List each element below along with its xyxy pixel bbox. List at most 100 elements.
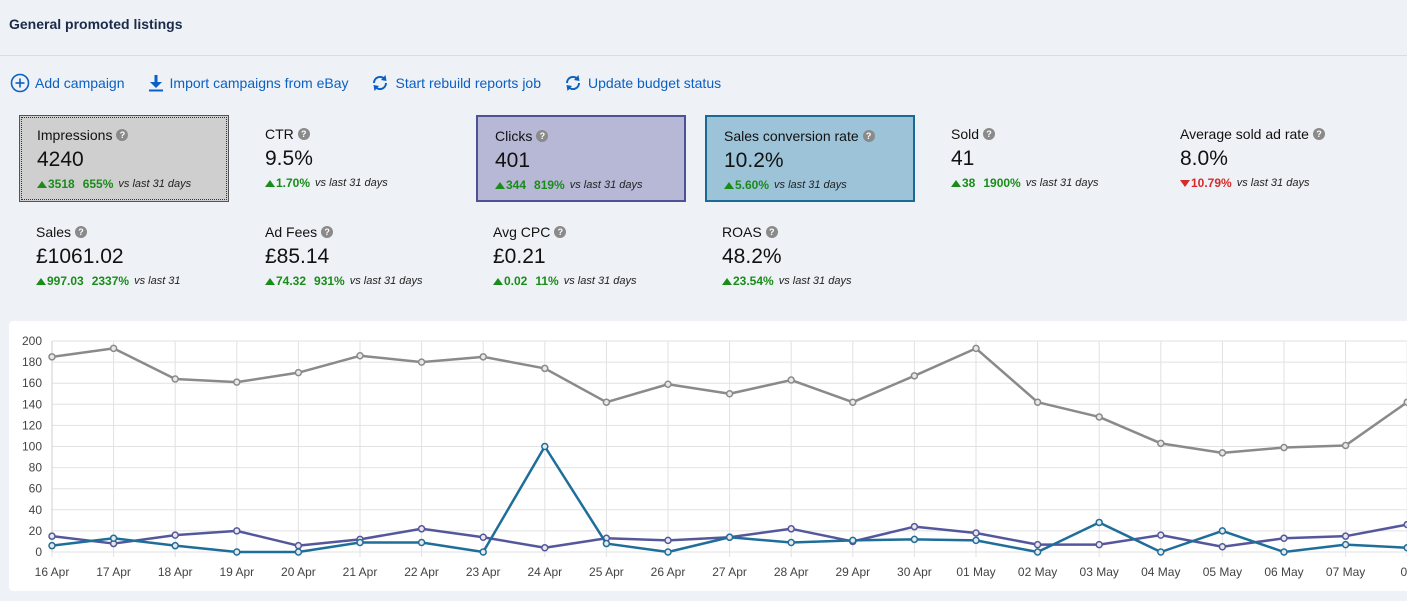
data-point [602, 539, 611, 548]
data-point [1403, 544, 1407, 552]
x-tick-label: 24 Apr [527, 565, 562, 579]
x-tick-label: 30 Apr [897, 565, 932, 579]
help-icon[interactable]: ? [554, 226, 567, 238]
y-tick-label: 0 [35, 545, 42, 559]
data-point [664, 548, 672, 556]
x-tick-label: 04 May [1141, 565, 1180, 579]
refresh-icon [566, 75, 581, 91]
metric-card-ctr[interactable]: CTR? 9.5% 1.70% vs last 31 days [248, 115, 458, 202]
data-point [787, 525, 795, 533]
data-point [849, 536, 857, 545]
data-point [479, 548, 487, 556]
metric-comparison: vs last 31 days [1236, 177, 1310, 189]
data-point [171, 375, 179, 383]
data-point [664, 380, 672, 389]
x-tick-label: 26 Apr [651, 565, 686, 579]
metric-delta: 74.32 [276, 274, 307, 288]
data-point [972, 344, 980, 353]
arrow-up-icon [951, 179, 961, 187]
data-point [1095, 518, 1103, 527]
data-point [849, 398, 857, 406]
data-point [787, 538, 795, 547]
arrow-up-icon [724, 181, 734, 189]
data-point [171, 531, 179, 539]
metric-card-impressions[interactable]: Impressions? 4240 3518 655% vs last 31 day… [19, 115, 229, 202]
data-point [233, 527, 241, 535]
data-point [725, 533, 734, 541]
x-tick-label: 29 Apr [835, 565, 870, 579]
metric-card-avg-cpc[interactable]: Avg CPC? £0.21 0.02 11% vs last 31 days [476, 213, 686, 300]
metric-comparison: vs last 31 [134, 275, 181, 287]
metric-card-sales-conversion-rate[interactable]: Sales conversion rate? 10.2% 5.60% vs las… [705, 115, 915, 202]
metric-comparison: vs last 31 days [774, 179, 847, 191]
data-point [356, 352, 364, 360]
metric-card-average-sold-ad-rate[interactable]: Average sold ad rate? 8.0% 10.79% vs last… [1163, 115, 1403, 202]
x-tick-label: 17 Apr [96, 565, 131, 579]
metric-label: Average sold ad rate [1180, 126, 1309, 142]
rebuild-reports-label: Start rebuild reports job [395, 75, 542, 91]
help-icon[interactable]: ? [75, 226, 88, 238]
toolbar: Add campaign Import campaigns from eBay … [10, 72, 743, 94]
metric-delta: 997.03 [47, 274, 84, 288]
data-point [541, 544, 549, 552]
arrow-up-icon [493, 277, 503, 285]
help-icon[interactable]: ? [862, 130, 875, 142]
data-point [1157, 531, 1165, 539]
metric-label: Ad Fees [265, 224, 318, 240]
x-tick-label: 22 Apr [404, 565, 439, 579]
data-point [479, 353, 487, 361]
metric-card-ad-fees[interactable]: Ad Fees? £85.14 74.32 931% vs last 31 days [248, 213, 458, 300]
help-icon[interactable]: ? [765, 226, 778, 238]
data-point [910, 522, 919, 531]
data-point [1341, 441, 1350, 450]
metric-card-sales[interactable]: Sales? £1061.02 997.03 2337% vs last 31 [19, 213, 229, 300]
x-tick-label: 02 May [1018, 565, 1057, 579]
import-campaigns-button[interactable]: Import campaigns from eBay [147, 73, 348, 93]
help-icon[interactable]: ? [297, 128, 310, 140]
data-point [541, 442, 549, 451]
metric-value: 4240 [37, 148, 84, 171]
data-point [1218, 542, 1227, 551]
data-point [1033, 548, 1042, 556]
data-point [1280, 443, 1288, 452]
data-point [48, 541, 56, 550]
help-icon[interactable]: ? [116, 129, 129, 141]
metric-pct: 11% [535, 274, 559, 288]
metric-delta: 38 [962, 176, 976, 190]
header-divider [0, 55, 1407, 56]
x-tick-label: 23 Apr [466, 565, 501, 579]
metric-comparison: vs last 31 days [569, 179, 643, 191]
data-point [1095, 540, 1103, 549]
data-point [233, 378, 241, 386]
metric-card-roas[interactable]: ROAS? 48.2% 23.54% vs last 31 days [705, 213, 915, 300]
data-point [356, 538, 364, 547]
data-point [910, 372, 919, 380]
metric-card-clicks[interactable]: Clicks? 401 344 819% vs last 31 days [476, 115, 686, 202]
help-icon[interactable]: ? [1312, 128, 1325, 140]
metric-delta: 10.79% [1191, 176, 1232, 190]
help-icon[interactable]: ? [983, 128, 996, 140]
data-point [1218, 449, 1227, 457]
metric-pct: 819% [534, 178, 565, 192]
data-point [602, 398, 611, 406]
x-tick-label: 07 May [1326, 565, 1365, 579]
metric-pct: 2337% [91, 274, 130, 288]
update-budget-button[interactable]: Update budget status [563, 73, 721, 93]
arrow-up-icon [722, 277, 732, 285]
data-point [972, 536, 980, 545]
x-tick-label: 28 Apr [774, 565, 809, 579]
data-point [417, 358, 426, 366]
y-tick-label: 60 [29, 482, 43, 496]
data-point [1157, 548, 1165, 556]
add-campaign-button[interactable]: Add campaign [10, 73, 125, 93]
arrow-up-icon [265, 179, 275, 187]
x-tick-label: 19 Apr [219, 565, 254, 579]
help-icon[interactable]: ? [321, 226, 334, 238]
metric-comparison: vs last 31 days [563, 275, 637, 287]
x-tick-label: 21 Apr [343, 565, 378, 579]
metric-card-sold[interactable]: Sold? 41 38 1900% vs last 31 days [934, 115, 1144, 202]
data-point [233, 548, 241, 556]
help-icon[interactable]: ? [536, 130, 549, 142]
metric-delta: 3518 [48, 177, 75, 191]
rebuild-reports-button[interactable]: Start rebuild reports job [370, 73, 541, 93]
